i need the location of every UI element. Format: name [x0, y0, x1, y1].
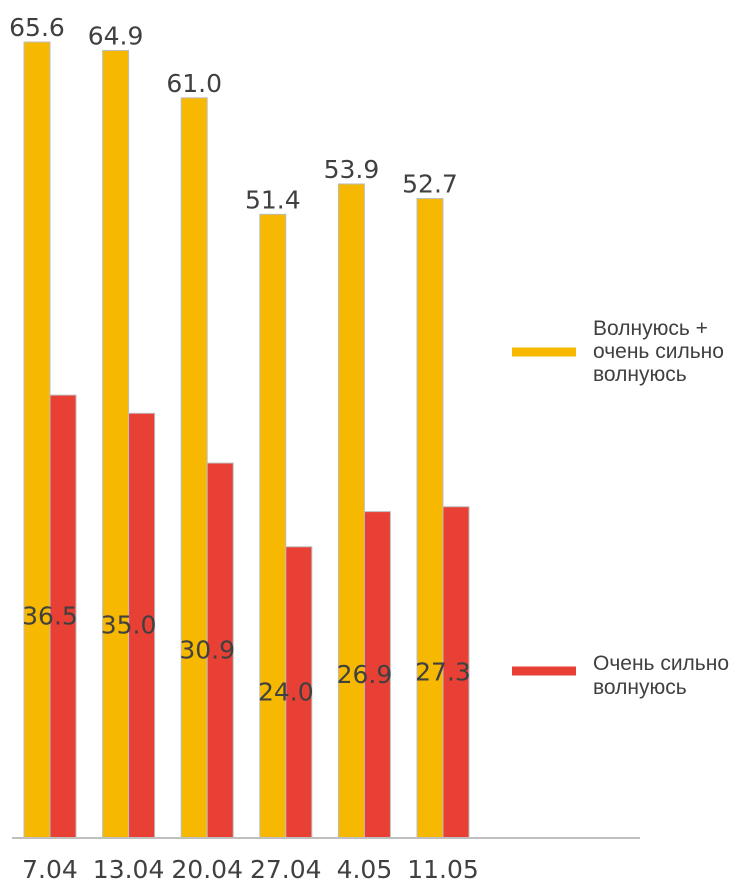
- legend-item-2: Очень сильно волнуюсь: [512, 652, 729, 699]
- value-label-s2-13.04: 35.0: [101, 611, 157, 640]
- category-label-4.05: 4.05: [337, 855, 393, 884]
- value-label-s2-11.05: 27.3: [415, 657, 471, 686]
- bars-group: [23, 41, 470, 839]
- value-label-s1-27.04: 51.4: [245, 185, 301, 214]
- bar-s1-7.04: [23, 41, 51, 839]
- value-labels-group: 65.6 36.5 64.9 35.0 61.0 30.9 51.4 24.0 53.9 26.9…: [9, 13, 471, 706]
- value-label-s2-20.04: 30.9: [179, 636, 235, 665]
- value-label-s2-27.04: 24.0: [258, 677, 314, 706]
- category-label-27.04: 27.04: [250, 855, 322, 884]
- value-label-s1-20.04: 61.0: [166, 69, 222, 98]
- legend: Волнуюсь + очень сильно волнуюсь Очень силь…: [512, 317, 729, 699]
- bar-s2-11.05: [442, 506, 470, 839]
- bar-s1-27.04: [259, 213, 287, 839]
- bar-s2-13.04: [128, 412, 156, 839]
- category-label-7.04: 7.04: [22, 855, 78, 884]
- category-labels-group: 7.04 13.04 20.04 27.04 4.05 11.05: [22, 855, 479, 884]
- legend-label-2: Очень сильно волнуюсь: [593, 652, 729, 699]
- bar-s1-20.04: [180, 97, 208, 839]
- value-label-s1-7.04: 65.6: [9, 13, 65, 42]
- bar-s1-4.05: [337, 183, 365, 839]
- value-label-s1-11.05: 52.7: [402, 170, 458, 199]
- legend-label-1: Волнуюсь + очень сильно волнуюсь: [593, 317, 724, 386]
- value-label-s2-7.04: 36.5: [22, 602, 78, 631]
- category-label-20.04: 20.04: [171, 855, 243, 884]
- bar-s2-7.04: [49, 394, 77, 839]
- value-label-s1-4.05: 53.9: [324, 155, 380, 184]
- legend-item-1: Волнуюсь + очень сильно волнуюсь: [512, 317, 724, 386]
- value-label-s1-13.04: 64.9: [88, 21, 144, 50]
- category-label-13.04: 13.04: [93, 855, 165, 884]
- bar-s2-20.04: [206, 462, 234, 839]
- bar-s1-11.05: [416, 198, 444, 839]
- bar-s2-27.04: [285, 546, 313, 839]
- category-label-11.05: 11.05: [407, 855, 479, 884]
- value-label-s2-4.05: 26.9: [337, 660, 393, 689]
- bar-s1-13.04: [102, 49, 130, 839]
